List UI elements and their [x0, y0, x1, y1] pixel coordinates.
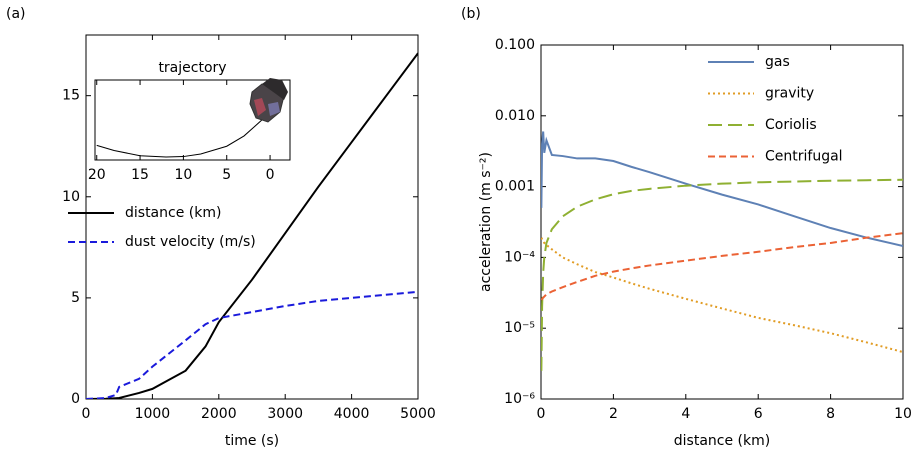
x-tick-label: 6	[754, 406, 763, 422]
legend-label: gravity	[765, 86, 814, 102]
y-tick-label: 0	[71, 391, 80, 407]
x-tick-label: 10	[894, 406, 912, 422]
plot-frame	[540, 44, 904, 400]
series-line	[541, 131, 903, 247]
x-tick-label: 15	[131, 167, 149, 183]
x-tick-label: 2	[609, 406, 618, 422]
x-tick-label: 3000	[267, 406, 303, 422]
y-tick-label: 0.100	[495, 37, 535, 53]
x-tick-label: 5	[222, 167, 231, 183]
panel-label: (b)	[461, 6, 481, 22]
y-tick-label: 0.010	[495, 108, 535, 124]
plot-frame	[85, 34, 419, 400]
legend-label: Centrifugal	[765, 149, 843, 165]
y-tick-label: 10	[62, 189, 80, 205]
legend-label: dust velocity (m/s)	[125, 234, 256, 250]
x-tick-label: 10	[174, 167, 192, 183]
y-tick-label: 5	[71, 290, 80, 306]
series-line	[86, 52, 418, 399]
series-line	[541, 237, 903, 354]
y-tick-label: 0.001	[495, 179, 535, 195]
x-tick-label: 4000	[334, 406, 370, 422]
inset-title: trajectory	[158, 60, 226, 76]
legend-label: distance (km)	[125, 205, 221, 221]
comet-icon	[249, 78, 288, 123]
y-axis-label: acceleration (m s⁻²)	[478, 152, 494, 292]
x-tick-label: 2000	[201, 406, 237, 422]
x-tick-label: 0	[537, 406, 546, 422]
x-tick-label: 1000	[135, 406, 171, 422]
x-tick-label: 20	[88, 167, 106, 183]
x-tick-label: 0	[82, 406, 91, 422]
series-line	[86, 290, 418, 399]
x-tick-label: 4	[681, 406, 690, 422]
series-line	[541, 232, 903, 301]
panel-label: (a)	[6, 6, 26, 22]
x-tick-label: 5000	[400, 406, 436, 422]
legend-label: gas	[765, 54, 790, 70]
x-axis-label: distance (km)	[674, 433, 770, 449]
x-tick-label: 8	[826, 406, 835, 422]
legend-label: Coriolis	[765, 117, 817, 133]
series-line	[96, 108, 271, 158]
y-tick-label: 10⁻⁴	[504, 249, 535, 265]
y-tick-label: 10⁻⁶	[504, 391, 535, 407]
y-tick-label: 10⁻⁵	[504, 320, 535, 336]
plot-frame	[94, 79, 291, 161]
y-tick-label: 15	[62, 88, 80, 104]
series-line	[541, 178, 903, 371]
x-tick-label: 0	[266, 167, 275, 183]
x-axis-label: time (s)	[225, 433, 279, 449]
